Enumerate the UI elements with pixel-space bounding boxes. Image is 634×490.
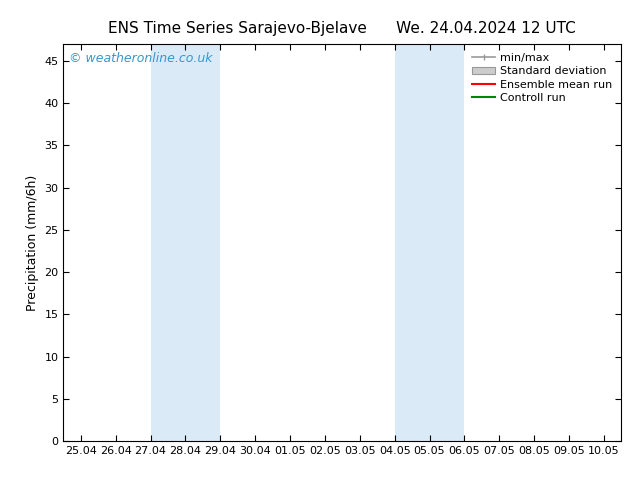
Bar — [150, 44, 221, 441]
Title: ENS Time Series Sarajevo-Bjelave      We. 24.04.2024 12 UTC: ENS Time Series Sarajevo-Bjelave We. 24.… — [108, 21, 576, 36]
Legend: min/max, Standard deviation, Ensemble mean run, Controll run: min/max, Standard deviation, Ensemble me… — [469, 49, 616, 106]
Y-axis label: Precipitation (mm/6h): Precipitation (mm/6h) — [26, 174, 39, 311]
Bar — [394, 44, 464, 441]
Text: © weatheronline.co.uk: © weatheronline.co.uk — [69, 52, 212, 65]
